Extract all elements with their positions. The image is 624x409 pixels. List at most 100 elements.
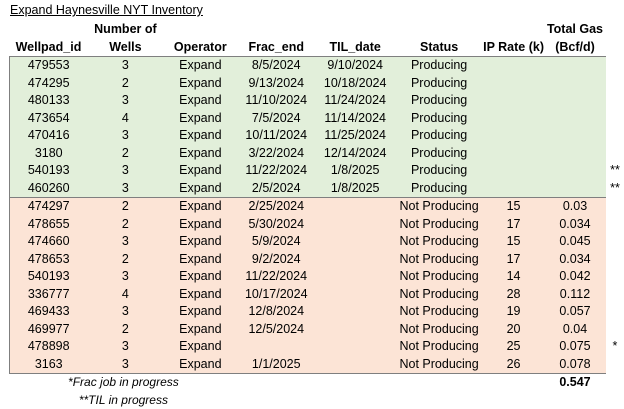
cell-operator: Expand <box>163 56 238 75</box>
cell-ip-rate <box>483 144 544 162</box>
table-row: 473654 4 Expand 7/5/2024 11/14/2024 Producing <box>9 109 624 127</box>
cell-frac-end: 10/17/2024 <box>237 285 316 303</box>
cell-ip-rate <box>483 127 544 145</box>
cell-til-date: 11/14/2024 <box>315 109 396 127</box>
cell-frac-end: 9/13/2024 <box>237 74 316 92</box>
cell-mark <box>605 285 624 303</box>
table-row: 3180 2 Expand 3/22/2024 12/14/2024 Producing <box>9 144 624 162</box>
cell-til-date <box>315 303 396 321</box>
cell-wells: 3 <box>87 162 164 180</box>
cell-til-date <box>315 285 396 303</box>
table-row: 480133 3 Expand 11/10/2024 11/24/2024 Produci… <box>9 92 624 110</box>
cell-wells: 2 <box>87 197 164 216</box>
cell-total-gas: 0.034 <box>544 250 606 268</box>
cell-ip-rate: 25 <box>483 338 544 356</box>
cell-til-date: 9/10/2024 <box>315 56 396 75</box>
cell-frac-end: 3/22/2024 <box>237 144 316 162</box>
cell-ip-rate: 15 <box>483 233 544 251</box>
cell-frac-end: 11/22/2024 <box>237 268 316 286</box>
table-row: 474295 2 Expand 9/13/2024 10/18/2024 Producin… <box>9 74 624 92</box>
cell-frac-end: 12/5/2024 <box>237 320 316 338</box>
cell-frac-end: 2/5/2024 <box>237 179 316 198</box>
cell-ip-rate <box>483 74 544 92</box>
footnote-frac: *Frac job in progress <box>9 373 238 392</box>
cell-mark <box>605 92 624 110</box>
not-producing-section: 474297 2 Expand 2/25/2024 Not Producing 15 0.0… <box>9 197 624 374</box>
cell-mark: ** <box>605 162 624 180</box>
cell-status: Not Producing <box>395 303 484 321</box>
cell-wellpad-id: 3163 <box>9 355 88 374</box>
cell-frac-end: 12/8/2024 <box>237 303 316 321</box>
cell-mark <box>605 320 624 338</box>
header-wellpad-id: Wellpad_id <box>15 39 82 54</box>
cell-frac-end: 11/10/2024 <box>237 92 316 110</box>
header-ip-rate: IP Rate (k) <box>483 39 544 54</box>
cell-ip-rate: 17 <box>483 250 544 268</box>
cell-mark <box>605 56 624 75</box>
cell-til-date: 11/24/2024 <box>315 92 396 110</box>
cell-wellpad-id: 336777 <box>9 285 88 303</box>
cell-status: Producing <box>395 127 484 145</box>
cell-total-gas <box>544 127 606 145</box>
cell-status: Producing <box>395 109 484 127</box>
cell-til-date <box>315 320 396 338</box>
cell-frac-end: 8/5/2024 <box>237 56 316 75</box>
table-row: 540193 3 Expand 11/22/2024 1/8/2025 Producing… <box>9 162 624 180</box>
cell-mark <box>605 144 624 162</box>
cell-total-gas: 0.057 <box>544 303 606 321</box>
cell-wells: 3 <box>87 233 164 251</box>
cell-wells: 3 <box>87 92 164 110</box>
cell-total-gas <box>544 92 606 110</box>
cell-operator: Expand <box>163 92 238 110</box>
cell-wellpad-id: 470416 <box>9 127 88 145</box>
cell-wellpad-id: 478655 <box>9 215 88 233</box>
cell-operator: Expand <box>163 355 238 374</box>
cell-wellpad-id: 479553 <box>9 56 88 75</box>
cell-til-date: 1/8/2025 <box>315 179 396 198</box>
cell-frac-end: 1/1/2025 <box>237 355 316 374</box>
cell-wellpad-id: 480133 <box>9 92 88 110</box>
header-total-gas-top: Total Gas <box>546 22 603 36</box>
cell-ip-rate: 17 <box>483 215 544 233</box>
cell-til-date <box>315 197 396 216</box>
cell-wellpad-id: 540193 <box>9 162 88 180</box>
cell-wells: 2 <box>87 144 164 162</box>
cell-operator: Expand <box>163 320 238 338</box>
table-row: 474297 2 Expand 2/25/2024 Not Producing 15 0.0… <box>9 197 624 216</box>
table-row: 336777 4 Expand 10/17/2024 Not Producing 28 0.… <box>9 285 624 303</box>
cell-til-date <box>315 250 396 268</box>
cell-status: Not Producing <box>395 355 484 374</box>
cell-status: Not Producing <box>395 268 484 286</box>
cell-status: Not Producing <box>395 197 484 216</box>
cell-operator: Expand <box>163 338 238 356</box>
cell-operator: Expand <box>163 250 238 268</box>
header-status: Status <box>420 39 459 54</box>
cell-status: Producing <box>395 179 484 198</box>
cell-total-gas <box>544 144 606 162</box>
cell-total-gas: 0.042 <box>544 268 606 286</box>
cell-operator: Expand <box>163 162 238 180</box>
table-row: 3163 3 Expand 1/1/2025 Not Producing 26 0.078 <box>9 355 624 374</box>
cell-til-date <box>315 215 396 233</box>
cell-status: Not Producing <box>395 338 484 356</box>
cell-mark <box>605 127 624 145</box>
cell-frac-end: 11/22/2024 <box>237 162 316 180</box>
cell-wells: 2 <box>87 250 164 268</box>
table-row: 470416 3 Expand 10/11/2024 11/25/2024 Produci… <box>9 127 624 145</box>
cell-total-gas <box>544 56 606 75</box>
cell-wells: 2 <box>87 74 164 92</box>
table-row: 460260 3 Expand 2/5/2024 1/8/2025 Producing ** <box>9 179 624 198</box>
cell-til-date: 10/18/2024 <box>315 74 396 92</box>
cell-mark <box>605 233 624 251</box>
table-row: 469433 3 Expand 12/8/2024 Not Producing 19 0.0… <box>9 303 624 321</box>
cell-ip-rate <box>483 162 544 180</box>
cell-operator: Expand <box>163 109 238 127</box>
table-row: 479553 3 Expand 8/5/2024 9/10/2024 Producing <box>9 56 624 75</box>
cell-mark <box>605 74 624 92</box>
cell-total-gas: 0.075 <box>544 338 606 356</box>
cell-total-gas: 0.04 <box>544 320 606 338</box>
cell-mark <box>605 355 624 374</box>
cell-operator: Expand <box>163 197 238 216</box>
cell-mark <box>605 303 624 321</box>
cell-wells: 3 <box>87 338 164 356</box>
